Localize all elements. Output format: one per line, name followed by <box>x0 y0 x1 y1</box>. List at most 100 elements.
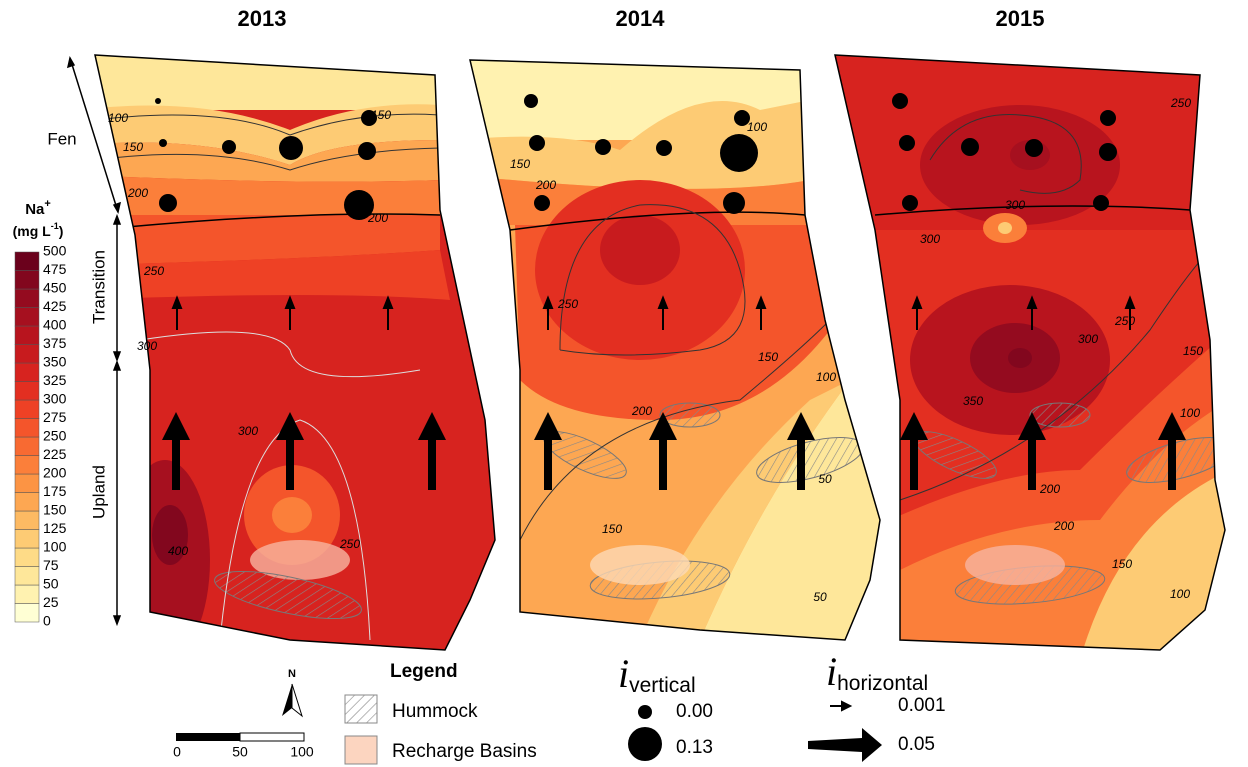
colorbar-band <box>14 344 40 364</box>
zone-label: Upland <box>89 465 108 519</box>
well-dot <box>892 93 908 109</box>
colorbar: 0 25 50 75 100 125 150 175 200 225 250 275 300 325 350… <box>14 243 67 629</box>
well-dot <box>1099 143 1117 161</box>
colorbar-tick-label: 75 <box>43 557 59 573</box>
map-2015-part-part <box>929 114 1082 194</box>
flow-arrow-large <box>1018 412 1046 490</box>
contour-label: 200 <box>1039 482 1060 496</box>
colorbar-band <box>14 584 40 604</box>
zone-label: Transition <box>89 250 108 324</box>
flow-arrow-small <box>657 295 669 330</box>
legend-value: 0.05 <box>898 734 935 755</box>
legend-value: 0.00 <box>676 701 713 722</box>
legend-title: Legend <box>390 661 458 682</box>
well-dot <box>720 134 758 172</box>
legend-value: 0.001 <box>898 695 946 716</box>
colorbar-band <box>14 288 40 308</box>
colorbar-band <box>14 473 40 493</box>
colorbar-band <box>14 270 40 290</box>
well-dot <box>1093 195 1109 211</box>
map-2015 <box>834 54 1226 651</box>
map-2013-part-part <box>95 113 441 136</box>
contour-label: 250 <box>1114 314 1135 328</box>
map-2014-part-part <box>590 545 690 585</box>
map-2015-part-part <box>899 249 1211 501</box>
map-2014-part <box>469 59 881 641</box>
contour-label: 250 <box>557 297 578 311</box>
contour-label: 150 <box>510 157 530 171</box>
contour-label: 300 <box>920 232 940 246</box>
flow-arrow-large <box>162 412 190 490</box>
i-symbol: i <box>618 651 629 696</box>
flow-arrow-small <box>1026 295 1038 330</box>
contour-label: 100 <box>1170 587 1190 601</box>
colorbar-band <box>14 603 40 623</box>
flow-arrow-large <box>534 412 562 490</box>
colorbar-tick-label: 450 <box>43 280 67 296</box>
map-2014-part-part <box>659 402 721 428</box>
legend-item: Recharge Basins <box>392 741 537 762</box>
flow-arrow-small <box>1124 295 1136 330</box>
scale-label: 0 <box>173 744 181 760</box>
map-2015-part <box>834 54 1226 651</box>
map-2015-part-part <box>1080 470 1225 650</box>
well-dot <box>723 192 745 214</box>
well-dot <box>1025 139 1043 157</box>
i-symbol: i <box>826 649 837 694</box>
well-dot <box>155 98 161 104</box>
legend-arrow <box>830 700 853 712</box>
map-2013-part-part <box>95 55 495 110</box>
contour-label: 250 <box>1170 96 1191 110</box>
colorbar-tick-label: 325 <box>43 372 67 388</box>
contour-label: 250 <box>143 264 164 278</box>
map-2014-part-part <box>509 211 806 231</box>
flow-arrow-large <box>787 412 815 490</box>
colorbar-band <box>14 510 40 530</box>
map-2013-part-part <box>95 140 440 182</box>
i-vertical-title: ivertical <box>618 651 696 696</box>
contour-label: 300 <box>1005 198 1025 212</box>
colorbar-title-text: Na <box>25 201 45 218</box>
map-2015-part-part <box>965 545 1065 585</box>
map-2013-part-part <box>95 213 441 231</box>
colorbar-band <box>14 381 40 401</box>
contour-label: 200 <box>631 404 652 418</box>
contour-label: 250 <box>339 537 360 551</box>
well-dot <box>534 195 550 211</box>
contour-label: 300 <box>1078 332 1098 346</box>
contour-label: 50 <box>818 472 832 486</box>
colorbar-tick-label: 400 <box>43 317 67 333</box>
colorbar-band <box>14 251 40 271</box>
map-2013-part-part <box>272 497 312 533</box>
map-2015-part-part <box>874 205 1191 216</box>
map-2014 <box>469 59 881 641</box>
well-dot <box>159 194 177 212</box>
well-dot <box>902 195 918 211</box>
contour-label: 150 <box>602 522 622 536</box>
colorbar-band <box>14 492 40 512</box>
scale-label: 100 <box>290 744 314 760</box>
panel-title: 2013 <box>238 6 287 31</box>
colorbar-tick-label: 50 <box>43 576 59 592</box>
colorbar-tick-label: 300 <box>43 391 67 407</box>
colorbar-band <box>14 399 40 419</box>
colorbar-tick-label: 225 <box>43 446 67 462</box>
colorbar-band <box>14 436 40 456</box>
colorbar-tick-label: 500 <box>43 243 67 259</box>
north-arrow <box>282 684 292 716</box>
legend-item: Hummock <box>392 701 478 722</box>
legend-value: 0.13 <box>676 737 713 758</box>
colorbar-tick-label: 275 <box>43 409 67 425</box>
well-dot <box>524 94 538 108</box>
zone-brackets-part <box>112 213 122 363</box>
colorbar-band <box>14 455 40 475</box>
map-2015-part-part <box>1008 348 1032 368</box>
scale-bar <box>176 733 240 741</box>
flow-arrow-large <box>276 412 304 490</box>
zone-brackets-part <box>66 55 122 215</box>
contour-label: 150 <box>123 140 143 154</box>
flow-arrow-small <box>382 295 394 330</box>
recharge-swatch <box>344 735 378 765</box>
contour-label: 400 <box>168 544 188 558</box>
flow-arrow-small <box>542 295 554 330</box>
